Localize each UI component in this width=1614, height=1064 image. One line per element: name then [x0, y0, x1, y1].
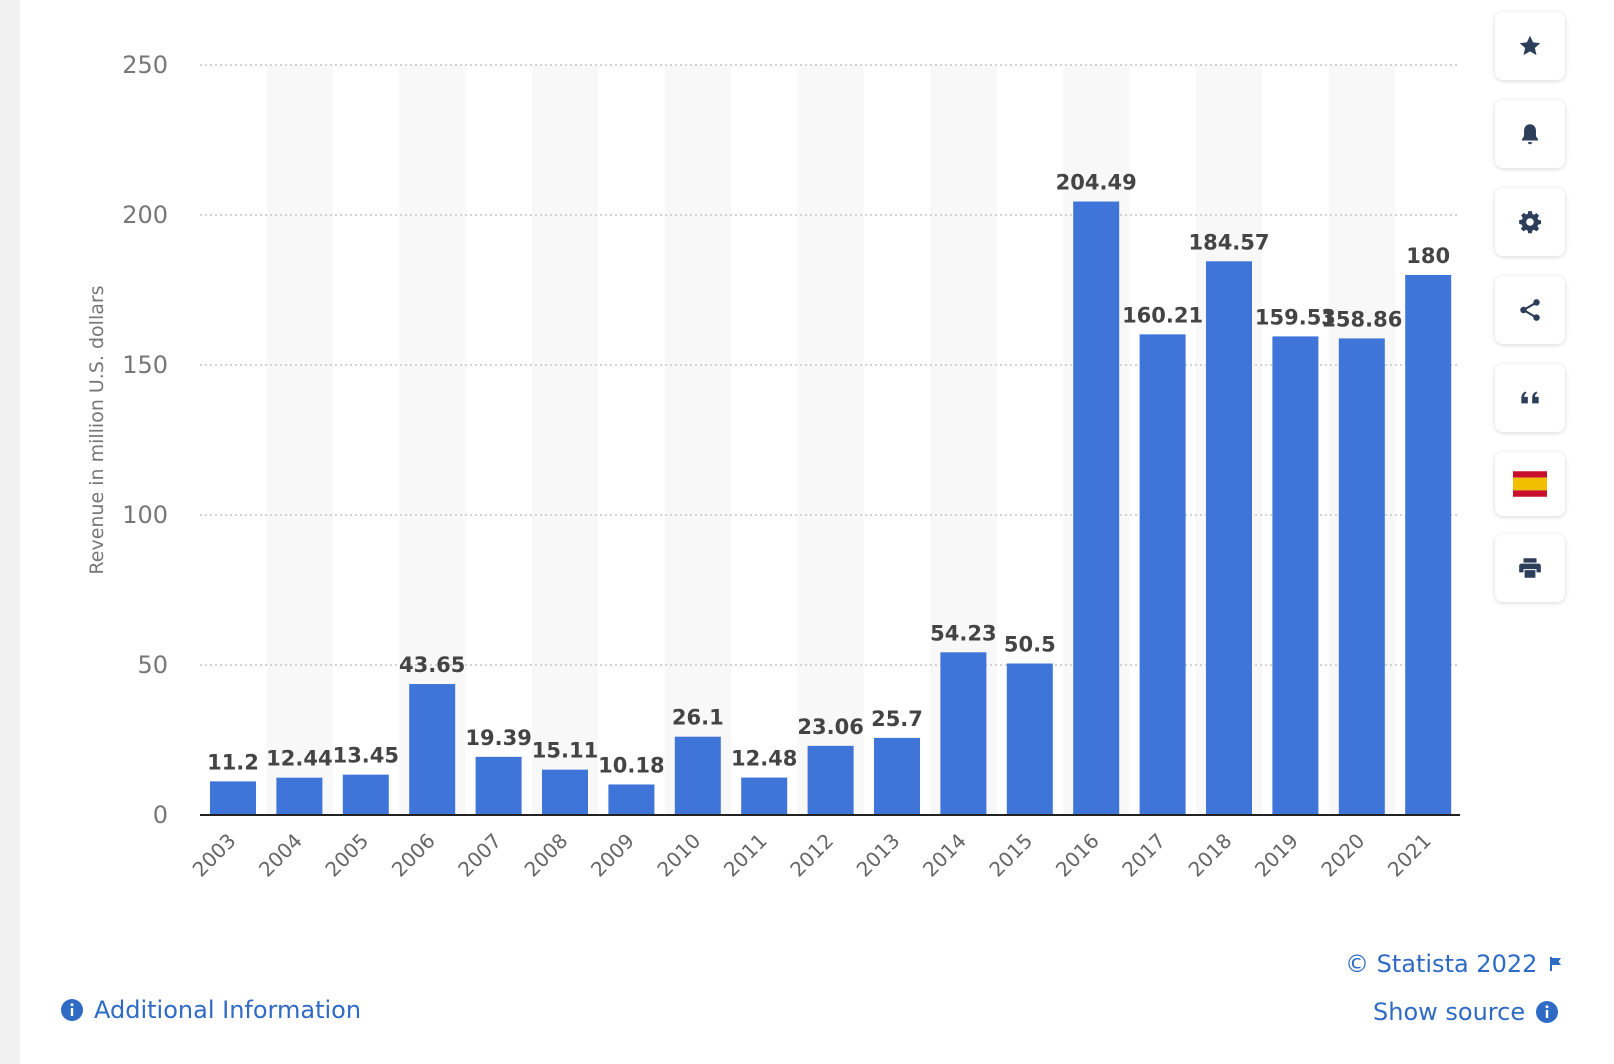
bar-2005[interactable] [342, 774, 389, 815]
bell-icon [1521, 124, 1539, 145]
notification-button[interactable] [1495, 100, 1565, 168]
bar-2007[interactable] [475, 756, 522, 815]
data-label: 19.39 [465, 726, 531, 750]
share-icon [1520, 299, 1540, 321]
data-label: 204.49 [1056, 171, 1137, 195]
y-axis-ticks: 0 50 100 150 200 250 [122, 51, 168, 829]
y-tick-label: 250 [122, 51, 168, 79]
data-label: 25.7 [871, 707, 923, 731]
data-label: 26.1 [672, 706, 724, 730]
data-label: 23.06 [797, 715, 863, 739]
flag-icon [1550, 957, 1562, 971]
data-label: 12.44 [266, 747, 332, 771]
bar-2010[interactable] [674, 736, 721, 815]
info-icon [1536, 1001, 1559, 1023]
y-tick-label: 100 [122, 501, 168, 529]
bar-2003[interactable] [210, 781, 256, 815]
cite-button[interactable] [1495, 364, 1565, 432]
y-tick-label: 50 [137, 651, 168, 679]
star-icon [1519, 35, 1541, 56]
favorite-button[interactable] [1495, 12, 1565, 80]
x-tick-label: 2003 [188, 829, 241, 882]
quote-icon [1521, 391, 1539, 404]
bar-2017[interactable] [1139, 334, 1186, 815]
additional-information-link[interactable]: Additional Information [60, 996, 361, 1024]
y-tick-label: 0 [153, 801, 168, 829]
x-tick-label: 2021 [1383, 829, 1436, 882]
bar-2008[interactable] [542, 769, 588, 815]
copyright-link[interactable]: © Statista 2022 [1345, 950, 1563, 978]
bar-2021[interactable] [1405, 275, 1452, 815]
data-label: 184.57 [1188, 230, 1269, 254]
show-source-link[interactable]: Show source [1373, 998, 1559, 1026]
bar-2019[interactable] [1272, 336, 1319, 815]
x-tick-label: 2009 [586, 829, 639, 882]
x-tick-label: 2008 [520, 829, 573, 882]
x-tick-label: 2012 [785, 829, 838, 882]
x-tick-label: 2010 [652, 829, 705, 882]
x-axis-ticks: 2003 2004 2005 2006 2007 2008 2009 2010 2011 2012… [188, 829, 1436, 882]
column-band [664, 65, 732, 815]
y-tick-label: 150 [122, 351, 168, 379]
x-tick-label: 2011 [719, 829, 772, 882]
x-tick-label: 2006 [387, 829, 440, 882]
x-tick-label: 2020 [1316, 829, 1369, 882]
printer-icon [1519, 558, 1541, 578]
y-tick-label: 200 [122, 201, 168, 229]
bar-2013[interactable] [874, 737, 920, 815]
column-band [266, 65, 333, 815]
show-source-text: Show source [1373, 998, 1526, 1026]
print-button[interactable] [1495, 534, 1565, 602]
settings-button[interactable] [1495, 188, 1565, 256]
share-button[interactable] [1495, 276, 1565, 344]
data-label: 158.86 [1321, 307, 1402, 331]
x-tick-label: 2017 [1117, 829, 1170, 882]
x-tick-label: 2018 [1184, 829, 1237, 882]
bar-2016[interactable] [1073, 201, 1120, 815]
x-tick-label: 2007 [453, 829, 506, 882]
column-band [532, 65, 599, 815]
data-label: 15.11 [532, 739, 598, 763]
bar-2020[interactable] [1338, 338, 1385, 815]
data-label: 43.65 [399, 653, 465, 677]
bar-2004[interactable] [276, 777, 323, 815]
x-tick-label: 2016 [1051, 829, 1104, 882]
language-button[interactable] [1495, 452, 1565, 516]
x-tick-label: 2015 [984, 829, 1037, 882]
bar-2012[interactable] [807, 745, 854, 815]
x-tick-label: 2014 [918, 829, 971, 882]
spain-flag-icon [1513, 471, 1547, 497]
bar-2014[interactable] [940, 652, 987, 815]
data-label: 12.48 [731, 747, 797, 771]
bar-2015[interactable] [1006, 663, 1053, 816]
additional-information-text: Additional Information [94, 996, 362, 1024]
data-label: 10.18 [598, 753, 664, 777]
bars [210, 201, 1452, 816]
y-axis-label: Revenue in million U.S. dollars [86, 285, 108, 574]
data-label: 13.45 [333, 744, 399, 768]
bar-2009[interactable] [608, 784, 655, 815]
bar-2018[interactable] [1206, 261, 1252, 815]
data-label: 54.23 [930, 621, 996, 645]
bar-2006[interactable] [409, 684, 456, 815]
x-tick-label: 2013 [852, 829, 905, 882]
info-icon [61, 999, 83, 1021]
copyright-text: © Statista 2022 [1345, 950, 1538, 978]
gear-icon [1519, 211, 1542, 234]
x-tick-label: 2004 [254, 829, 307, 882]
data-label: 11.2 [207, 750, 259, 774]
column-band [797, 65, 864, 815]
x-tick-label: 2005 [320, 829, 373, 882]
bar-2011[interactable] [741, 777, 788, 815]
data-label: 160.21 [1122, 303, 1203, 327]
data-label: 159.53 [1255, 305, 1336, 329]
x-tick-label: 2019 [1250, 829, 1303, 882]
data-label: 50.5 [1004, 633, 1056, 657]
data-label: 180 [1406, 244, 1450, 268]
